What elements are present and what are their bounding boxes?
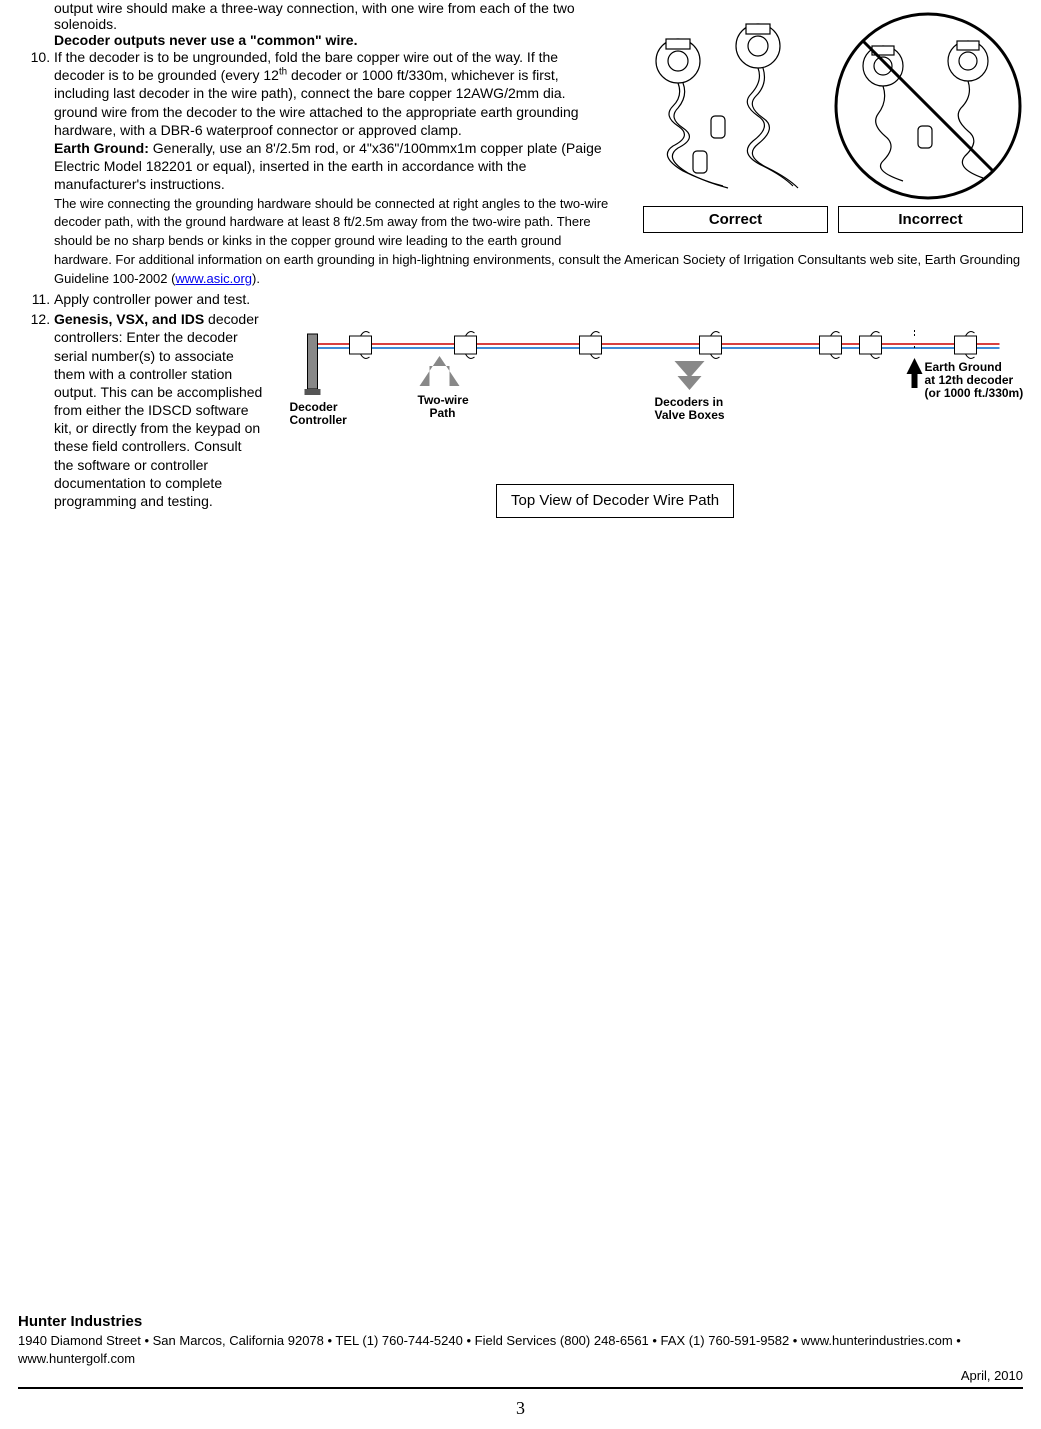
page-number: 3	[0, 1398, 1041, 1419]
svg-text:Two-wirePath: Two-wirePath	[418, 393, 469, 420]
wiring-illustration	[623, 6, 1023, 206]
incorrect-label: Incorrect	[838, 206, 1023, 233]
list-item-11: Apply controller power and test.	[54, 290, 1023, 308]
svg-text:Earth Groundat 12th decoder(or: Earth Groundat 12th decoder(or 1000 ft./…	[925, 360, 1024, 400]
company-name: Hunter Industries	[18, 1312, 1023, 1332]
diagram-caption: Top View of Decoder Wire Path	[496, 484, 734, 518]
svg-text:DecoderController: DecoderController	[290, 400, 348, 427]
asic-link[interactable]: www.asic.org	[175, 271, 252, 286]
footer-address: 1940 Diamond Street • San Marcos, Califo…	[18, 1332, 1023, 1367]
wire-path-diagram: DecoderController Two-wirePath Decoders …	[276, 316, 1023, 518]
item9-tail: output wire should make a three-way conn…	[54, 0, 575, 32]
footer-date: April, 2010	[18, 1367, 1023, 1385]
page-footer: Hunter Industries 1940 Diamond Street • …	[18, 1312, 1023, 1389]
correct-label: Correct	[643, 206, 828, 233]
correct-incorrect-figure: Correct Incorrect	[623, 6, 1023, 233]
svg-text:Decoders inValve Boxes: Decoders inValve Boxes	[655, 395, 725, 422]
list-item-12: Genesis, VSX, and IDS decoder controller…	[54, 310, 1023, 518]
item9-bold: Decoder outputs never use a "common" wir…	[54, 32, 357, 48]
